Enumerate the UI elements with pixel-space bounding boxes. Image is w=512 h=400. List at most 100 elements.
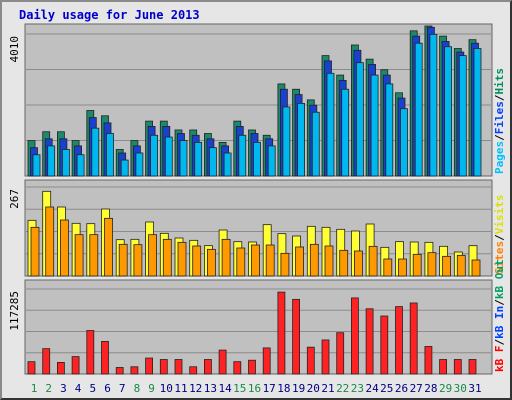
visits-panel-bar-sites (30, 226, 40, 277)
hits-panel-bar-pages (473, 48, 482, 177)
hits-panel-bar-pages (32, 154, 41, 177)
day-label: 16 (248, 382, 261, 395)
kbytes-panel-bar-kb-f (336, 332, 345, 375)
day-label: 29 (439, 382, 452, 395)
day-label: 11 (174, 382, 187, 395)
kbytes-panel-bar-kb-f (292, 298, 301, 375)
kbytes-panel-bar-kb-f (145, 357, 154, 375)
hits-panel-bar-pages (106, 133, 114, 177)
visits-panel-bar-sites (398, 258, 407, 277)
kbytes-panel-bar-kb-f (86, 330, 95, 375)
kbytes-panel-max-label: 117285 (8, 291, 21, 331)
visits-panel-bar-sites (60, 219, 69, 277)
hits-panel-bar-pages (297, 103, 306, 177)
day-label: 10 (160, 382, 173, 395)
day-label: 19 (292, 382, 305, 395)
day-label: 5 (89, 382, 96, 395)
day-label: 8 (134, 382, 141, 395)
hits-panel-bar-pages (223, 152, 232, 177)
hits-panel-bar-pages (458, 55, 467, 177)
hits-panel-bar-pages (311, 111, 320, 177)
day-label: 23 (351, 382, 364, 395)
kbytes-panel-bar-kb-f (189, 366, 198, 375)
visits-panel-axis-title-part: / (493, 234, 506, 241)
kbytes-panel-bar-kb-f (130, 366, 139, 375)
hits-panel-bar-pages (150, 134, 159, 177)
kbytes-panel-bar-kb-f (101, 340, 109, 375)
kbytes-panel-bar-kb-f (262, 347, 271, 375)
kbytes-panel-bar-kb-f (248, 359, 256, 375)
visits-panel-bar-sites (412, 253, 422, 277)
kbytes-panel-bar-kb-f (306, 346, 315, 375)
day-label: 13 (204, 382, 217, 395)
day-label: 25 (380, 382, 393, 395)
kbytes-panel-axis-title-part: kB In (493, 306, 506, 339)
hits-panel-bar-pages (120, 159, 129, 177)
kbytes-panel-bar-kb-f (277, 291, 286, 375)
visits-panel-bar-sites (353, 250, 363, 277)
visits-panel-bar-sites (456, 254, 466, 277)
hits-panel-bar-pages (444, 46, 453, 177)
visits-panel-bar-sites (206, 248, 216, 277)
visits-panel-bar-sites (221, 238, 231, 277)
visits-panel-bar-sites (162, 238, 172, 277)
kbytes-panel-bar-kb-f (409, 302, 418, 375)
day-label: 4 (75, 382, 82, 395)
visits-panel-bar-sites (74, 234, 84, 277)
visits-panel-bar-sites (251, 244, 260, 277)
kbytes-panel-bar-kb-f (203, 359, 212, 375)
kbytes-panel-axis-title-part: / (493, 299, 506, 306)
day-label: 7 (119, 382, 126, 395)
visits-panel-bar-sites (89, 234, 99, 277)
kbytes-panel-bar-kb-f (365, 308, 374, 375)
day-label: 21 (321, 382, 334, 395)
chart-title: Daily usage for June 2013 (19, 8, 200, 22)
hits-panel-bar-pages (282, 106, 291, 177)
hits-panel-bar-pages (429, 33, 438, 177)
visits-panel-axis-title-part: Visits (493, 195, 506, 235)
day-label: 3 (60, 382, 67, 395)
kbytes-panel-axis-title-part: / (493, 339, 506, 346)
visits-panel-bar-sites (309, 243, 319, 277)
kbytes-panel-bar-kb-f (321, 339, 330, 375)
hits-panel-axis-title: Pages/Files/Hits (493, 68, 506, 174)
visits-panel-max-label: 267 (8, 189, 21, 209)
day-label: 17 (263, 382, 276, 395)
hits-panel-bar-pages (253, 141, 261, 177)
hits-panel-bar-pages (414, 42, 423, 177)
kbytes-panel-bar-kb-f (218, 349, 227, 375)
visits-panel-bar-sites (295, 246, 305, 277)
hits-panel-bar-pages (238, 134, 247, 177)
visits-panel-bar-sites (104, 217, 113, 277)
day-label: 18 (277, 382, 290, 395)
visits-panel-bar-sites (192, 245, 202, 277)
hits-panel-max-label: 4010 (8, 36, 21, 63)
kbytes-panel-bar-kb-f (424, 346, 433, 375)
visits-panel-bar-sites (45, 206, 55, 277)
hits-panel-bar-pages (135, 152, 144, 177)
kbytes-panel-bar-kb-f (71, 356, 80, 375)
day-label: 14 (218, 382, 232, 395)
day-label: 20 (307, 382, 320, 395)
visits-panel-bar-sites (177, 241, 187, 277)
kbytes-panel-bar-kb-f (159, 359, 168, 375)
day-label: 30 (454, 382, 467, 395)
visits-panel-axis-title-part: Sites (493, 241, 506, 274)
day-label: 2 (45, 382, 52, 395)
day-label: 22 (336, 382, 349, 395)
visits-panel-bar-sites (471, 259, 481, 277)
hits-panel-bar-pages (385, 83, 394, 177)
kbytes-panel-bar-kb-f (174, 359, 183, 375)
day-label: 1 (31, 382, 38, 395)
hits-panel-axis-title-part: Hits (493, 68, 506, 95)
hits-panel-bar-pages (326, 72, 335, 177)
hits-panel-bar-pages (76, 154, 85, 177)
hits-panel-bar-pages (208, 147, 217, 177)
day-label: 24 (365, 382, 379, 395)
hits-panel-bar-pages (267, 145, 276, 177)
kbytes-panel-bar-kb-f (115, 367, 124, 375)
hits-panel-axis-title-part: / (493, 134, 506, 141)
visits-panel-bar-sites (368, 245, 378, 277)
visits-panel-bar-sites (442, 255, 452, 277)
